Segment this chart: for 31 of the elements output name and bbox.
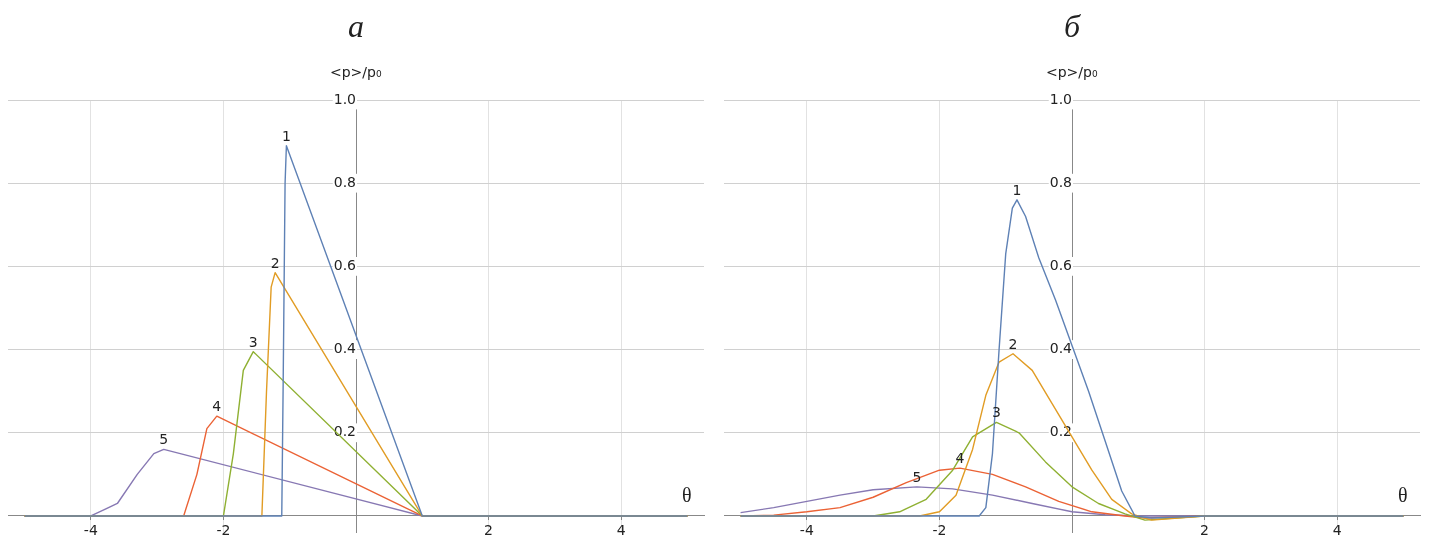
x-tick-label: -2	[216, 522, 231, 538]
y-axis-title: <p>/p₀	[1046, 64, 1098, 80]
y-tick-label: 0.2	[333, 423, 356, 440]
y-tick-label: 0.6	[1049, 257, 1073, 274]
y-tick-label: 1.0	[333, 90, 356, 107]
series-label: 3	[248, 333, 258, 350]
chart-title: а	[348, 8, 364, 45]
x-tick-label: 4	[616, 522, 626, 538]
series-label: 5	[159, 431, 169, 448]
series-label: 3	[991, 404, 1001, 421]
chart-title: б	[1063, 8, 1081, 45]
x-tick-label: 4	[1332, 522, 1342, 538]
y-tick-label: 0.4	[333, 340, 357, 357]
x-axis-title: θ	[1398, 483, 1408, 507]
series-label: 4	[212, 398, 222, 415]
x-tick-label: -2	[932, 522, 947, 538]
y-tick-label: 0.8	[333, 173, 356, 190]
y-tick-label: 0.8	[1049, 173, 1072, 190]
y-tick-label: 0.6	[333, 257, 357, 274]
x-tick-label: 2	[484, 522, 494, 538]
x-tick-label: -4	[799, 522, 814, 538]
x-axis-title: θ	[682, 483, 692, 507]
y-axis-title: <p>/p₀	[330, 64, 382, 80]
x-tick-label: -4	[83, 522, 98, 538]
series-label: 1	[281, 127, 291, 144]
series-label: 2	[270, 254, 280, 271]
y-tick-label: 1.0	[1049, 90, 1072, 107]
y-tick-label: 0.4	[1049, 340, 1073, 357]
series-label: 2	[1008, 335, 1018, 352]
series-label: 1	[1012, 181, 1022, 198]
x-tick-label: 2	[1200, 522, 1210, 538]
